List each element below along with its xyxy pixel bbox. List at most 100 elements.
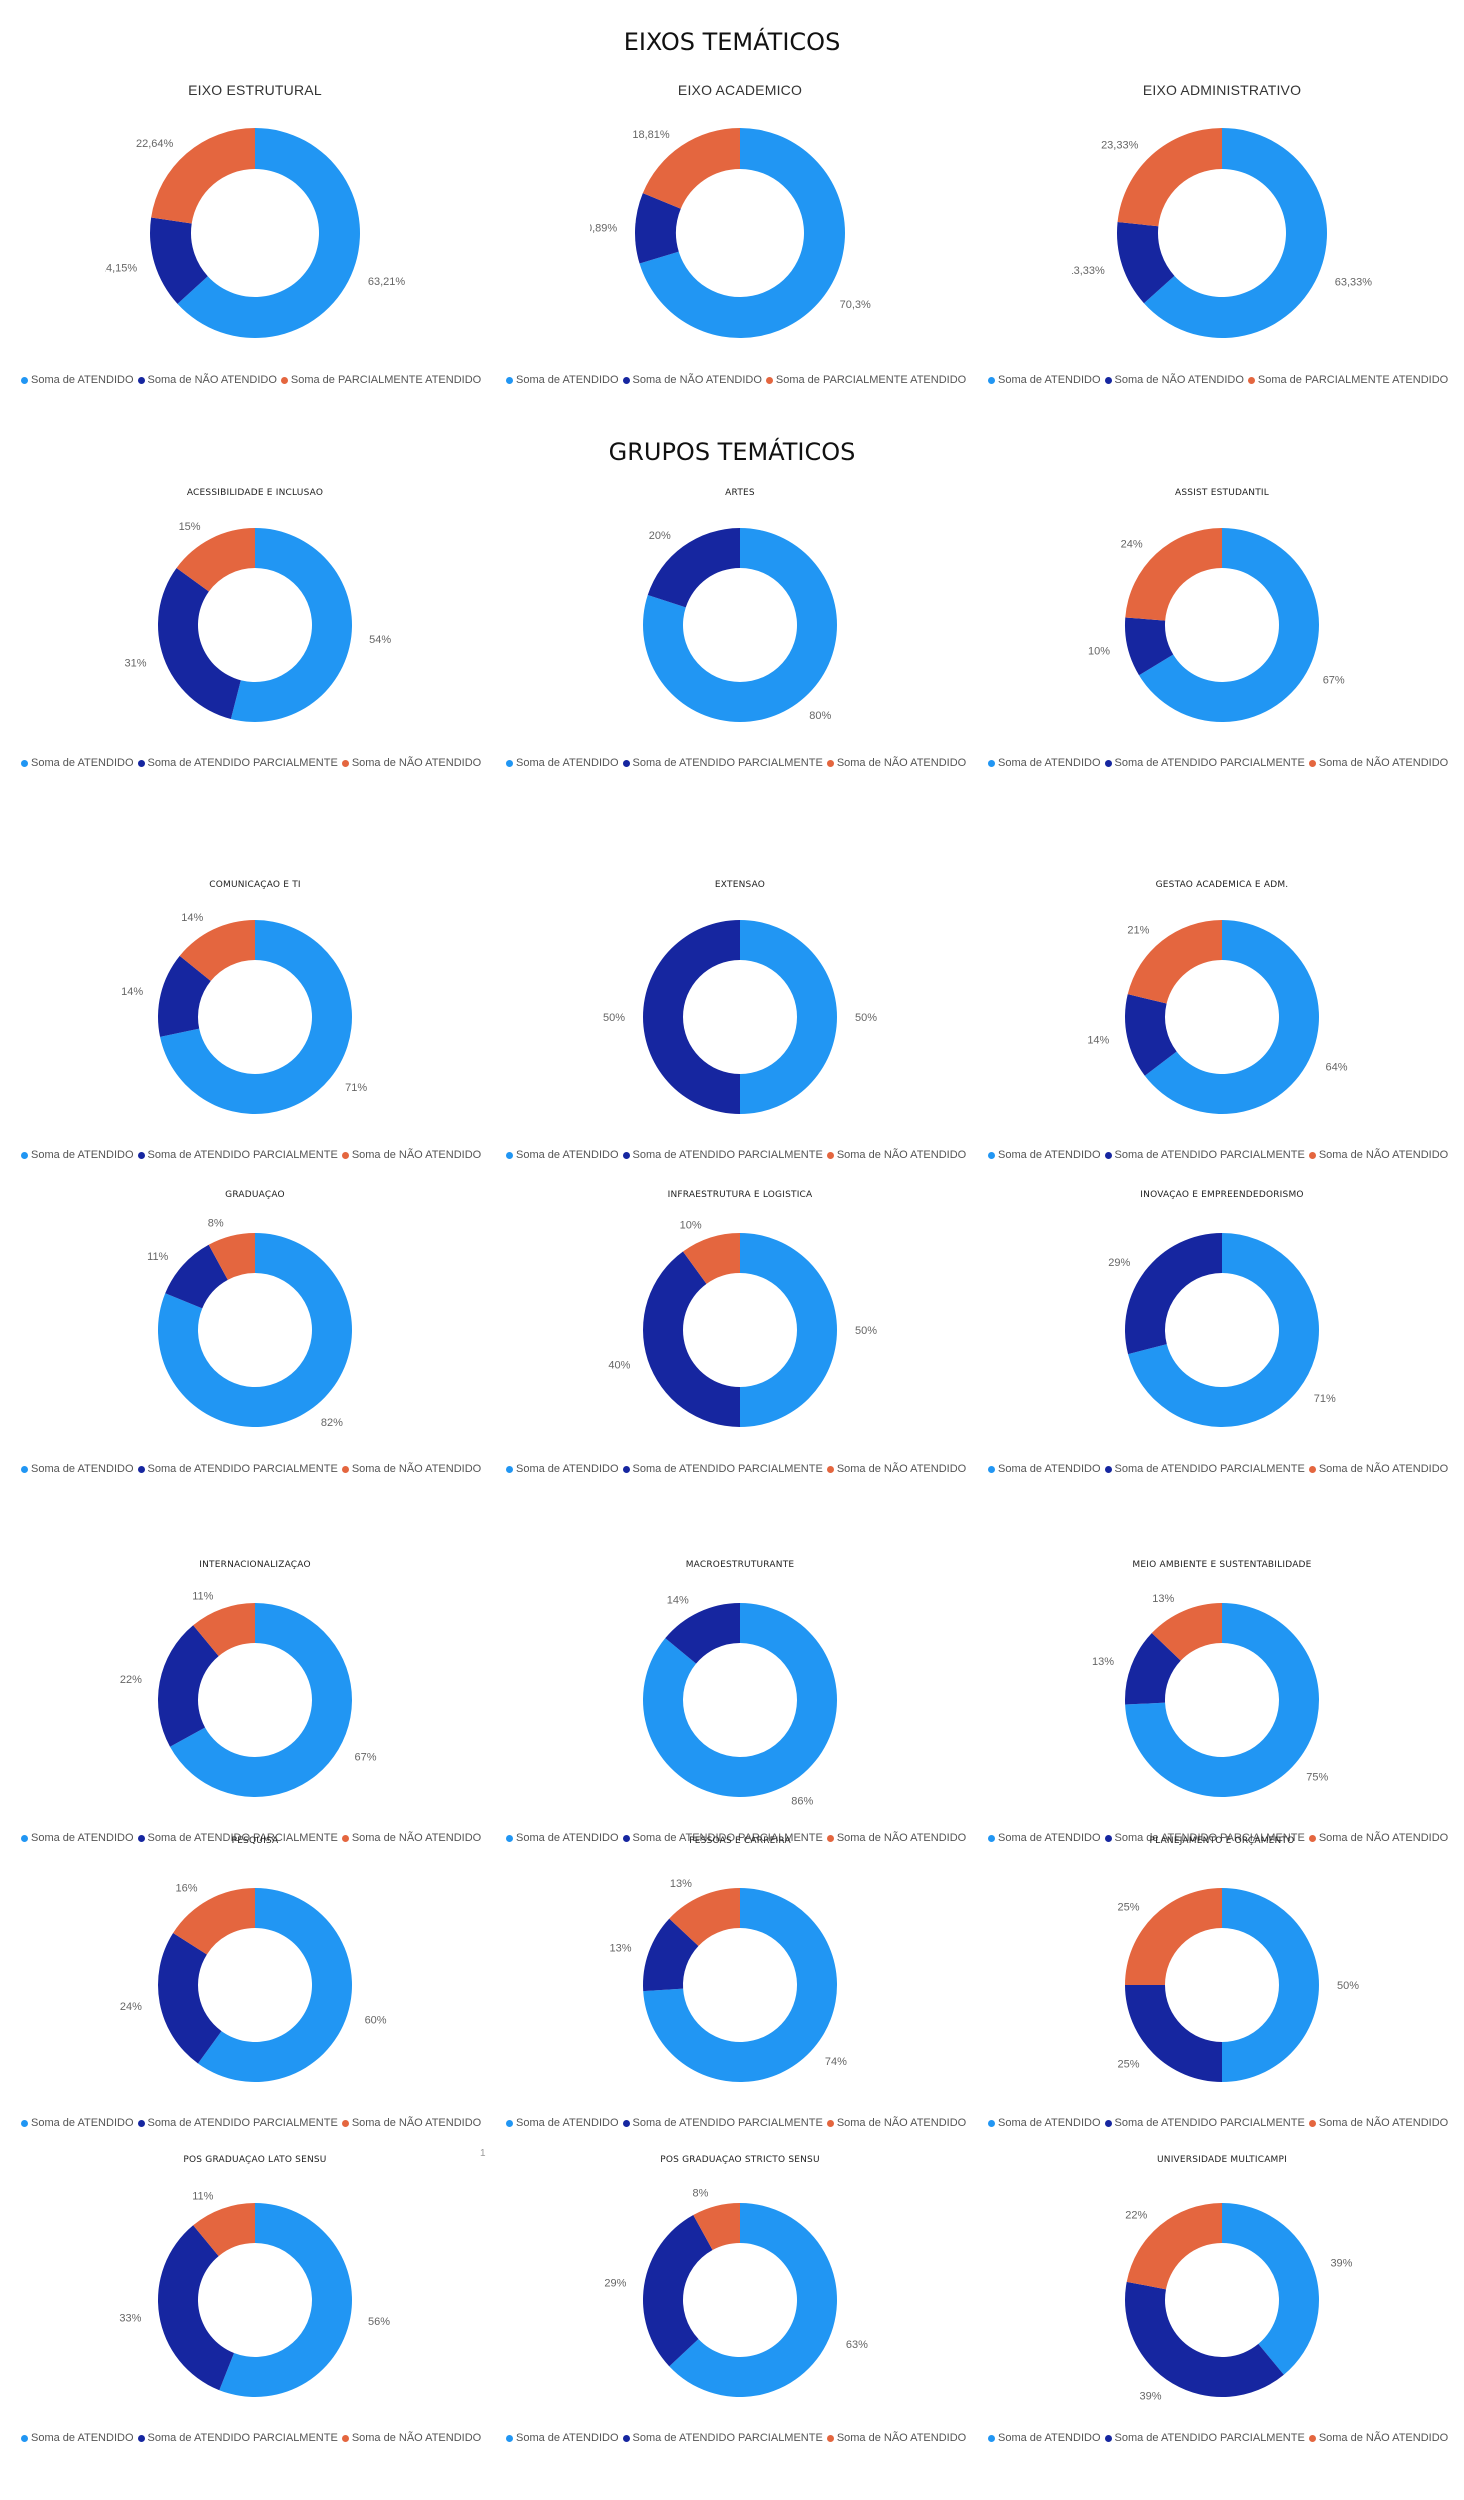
donut-slice — [1144, 920, 1319, 1114]
donut-slice — [158, 1933, 222, 2064]
legend-item[interactable]: Soma de NÃO ATENDIDO — [1104, 374, 1244, 386]
legend-item[interactable]: Soma de ATENDIDO — [506, 1832, 619, 1844]
legend-item[interactable]: Soma de ATENDIDO PARCIALMENTE — [622, 2432, 823, 2444]
legend-item[interactable]: Soma de NÃO ATENDIDO — [622, 374, 762, 386]
legend-item[interactable]: Soma de NÃO ATENDIDO — [341, 757, 481, 769]
legend-item[interactable]: Soma de ATENDIDO PARCIALMENTE — [622, 1463, 823, 1475]
donut-slice — [1125, 2281, 1284, 2397]
legend-item[interactable]: Soma de ATENDIDO — [506, 2432, 619, 2444]
legend-item[interactable]: Soma de ATENDIDO PARCIALMENTE — [137, 757, 338, 769]
legend-item[interactable]: Soma de ATENDIDO — [988, 2117, 1101, 2129]
slice-label: 14% — [1087, 1035, 1109, 1047]
legend-item[interactable]: Soma de ATENDIDO PARCIALMENTE — [1104, 1463, 1305, 1475]
donut-slice — [1126, 2203, 1222, 2290]
legend-label: Soma de ATENDIDO — [998, 1463, 1101, 1475]
legend-item[interactable]: Soma de NÃO ATENDIDO — [826, 1832, 966, 1844]
legend-dot-icon — [341, 1151, 349, 1159]
legend-item[interactable]: Soma de NÃO ATENDIDO — [826, 1463, 966, 1475]
legend-item[interactable]: Soma de NÃO ATENDIDO — [1308, 1832, 1448, 1844]
legend-dot-icon — [622, 759, 630, 767]
legend-item[interactable]: Soma de PARCIALMENTE ATENDIDO — [765, 374, 966, 386]
legend-item[interactable]: Soma de ATENDIDO — [988, 1832, 1101, 1844]
legend-dot-icon — [988, 1834, 995, 1842]
legend-item[interactable]: Soma de NÃO ATENDIDO — [1308, 2432, 1448, 2444]
legend-item[interactable]: Soma de ATENDIDO — [988, 374, 1101, 386]
legend-item[interactable]: Soma de ATENDIDO PARCIALMENTE — [137, 1832, 338, 1844]
donut-chart: 75% 13% 13% — [1092, 1593, 1329, 1797]
legend-item[interactable]: Soma de ATENDIDO PARCIALMENTE — [137, 2117, 338, 2129]
legend-item[interactable]: Soma de ATENDIDO PARCIALMENTE — [137, 1149, 338, 1161]
legend-item[interactable]: Soma de ATENDIDO PARCIALMENTE — [137, 2432, 338, 2444]
legend-item[interactable]: Soma de ATENDIDO — [506, 2117, 619, 2129]
legend-item[interactable]: Soma de NÃO ATENDIDO — [1308, 757, 1448, 769]
chart-legend: Soma de ATENDIDO Soma de ATENDIDO PARCIAL… — [506, 1149, 970, 1161]
legend-item[interactable]: Soma de ATENDIDO — [21, 1463, 134, 1475]
legend-label: Soma de ATENDIDO PARCIALMENTE — [147, 1149, 338, 1161]
legend-item[interactable]: Soma de NÃO ATENDIDO — [341, 1149, 481, 1161]
legend-label: Soma de ATENDIDO — [31, 757, 134, 769]
chart-title: ASSIST ESTUDANTIL — [1174, 488, 1270, 498]
legend-item[interactable]: Soma de NÃO ATENDIDO — [341, 1463, 481, 1475]
legend-dot-icon — [137, 1834, 145, 1842]
chart-title: POS GRADUAÇAO STRICTO SENSU — [660, 2155, 820, 2165]
chart-title: COMUNICAÇAO E TI — [209, 880, 301, 890]
legend-item[interactable]: Soma de ATENDIDO — [21, 2432, 134, 2444]
donut-slice — [642, 128, 740, 209]
legend-item[interactable]: Soma de NÃO ATENDIDO — [137, 374, 277, 386]
legend-item[interactable]: Soma de ATENDIDO PARCIALMENTE — [622, 2117, 823, 2129]
donut-slice — [643, 1888, 837, 2082]
legend-item[interactable]: Soma de ATENDIDO — [988, 1149, 1101, 1161]
legend-item[interactable]: Soma de NÃO ATENDIDO — [826, 2117, 966, 2129]
legend-item[interactable]: Soma de NÃO ATENDIDO — [1308, 1149, 1448, 1161]
legend-dot-icon — [1104, 1151, 1112, 1159]
legend-item[interactable]: Soma de ATENDIDO — [21, 757, 134, 769]
legend-item[interactable]: Soma de ATENDIDO — [506, 1463, 619, 1475]
legend-dot-icon — [506, 376, 513, 384]
legend-dot-icon — [137, 376, 145, 384]
legend-item[interactable]: Soma de ATENDIDO — [21, 2117, 134, 2129]
legend-item[interactable]: Soma de ATENDIDO — [988, 2432, 1101, 2444]
legend-item[interactable]: Soma de NÃO ATENDIDO — [341, 1832, 481, 1844]
legend-item[interactable]: Soma de NÃO ATENDIDO — [341, 2117, 481, 2129]
legend-dot-icon — [826, 1465, 834, 1473]
legend-label: Soma de ATENDIDO — [516, 2432, 619, 2444]
legend-item[interactable]: Soma de NÃO ATENDIDO — [1308, 1463, 1448, 1475]
legend-item[interactable]: Soma de ATENDIDO — [21, 1149, 134, 1161]
legend-item[interactable]: Soma de ATENDIDO — [506, 1149, 619, 1161]
legend-item[interactable]: Soma de ATENDIDO PARCIALMENTE — [622, 1149, 823, 1161]
donut-slice — [150, 217, 208, 304]
donut-slice — [1222, 1888, 1319, 2082]
legend-item[interactable]: Soma de ATENDIDO PARCIALMENTE — [137, 1463, 338, 1475]
legend-item[interactable]: Soma de ATENDIDO PARCIALMENTE — [1104, 2117, 1305, 2129]
donut-slice — [193, 1603, 255, 1657]
legend-dot-icon — [1104, 759, 1112, 767]
chart-legend: Soma de ATENDIDO Soma de ATENDIDO PARCIAL… — [506, 757, 970, 769]
legend-item[interactable]: Soma de PARCIALMENTE ATENDIDO — [1247, 374, 1448, 386]
legend-item[interactable]: Soma de ATENDIDO — [506, 757, 619, 769]
legend-item[interactable]: Soma de NÃO ATENDIDO — [341, 2432, 481, 2444]
slice-label: 40% — [608, 1359, 630, 1371]
legend-label: Soma de ATENDIDO PARCIALMENTE — [1114, 2432, 1305, 2444]
legend-item[interactable]: Soma de NÃO ATENDIDO — [826, 757, 966, 769]
legend-item[interactable]: Soma de ATENDIDO PARCIALMENTE — [1104, 1149, 1305, 1161]
legend-item[interactable]: Soma de ATENDIDO — [506, 374, 619, 386]
legend-item[interactable]: Soma de ATENDIDO PARCIALMENTE — [1104, 1832, 1305, 1844]
legend-item[interactable]: Soma de ATENDIDO PARCIALMENTE — [1104, 757, 1305, 769]
legend-item[interactable]: Soma de ATENDIDO PARCIALMENTE — [622, 757, 823, 769]
legend-item[interactable]: Soma de ATENDIDO — [988, 1463, 1101, 1475]
slice-label: 24% — [1121, 539, 1143, 551]
legend-item[interactable]: Soma de NÃO ATENDIDO — [1308, 2117, 1448, 2129]
legend-label: Soma de NÃO ATENDIDO — [632, 374, 762, 386]
legend-item[interactable]: Soma de ATENDIDO — [21, 1832, 134, 1844]
legend-item[interactable]: Soma de ATENDIDO PARCIALMENTE — [1104, 2432, 1305, 2444]
legend-item[interactable]: Soma de ATENDIDO PARCIALMENTE — [622, 1832, 823, 1844]
chart-title: MACROESTRUTURANTE — [685, 1560, 795, 1570]
legend-label: Soma de ATENDIDO — [998, 374, 1101, 386]
legend-label: Soma de ATENDIDO PARCIALMENTE — [147, 2117, 338, 2129]
legend-item[interactable]: Soma de ATENDIDO — [21, 374, 134, 386]
slice-label: 31% — [125, 658, 147, 670]
legend-item[interactable]: Soma de ATENDIDO — [988, 757, 1101, 769]
legend-item[interactable]: Soma de NÃO ATENDIDO — [826, 2432, 966, 2444]
legend-item[interactable]: Soma de PARCIALMENTE ATENDIDO — [280, 374, 481, 386]
legend-item[interactable]: Soma de NÃO ATENDIDO — [826, 1149, 966, 1161]
